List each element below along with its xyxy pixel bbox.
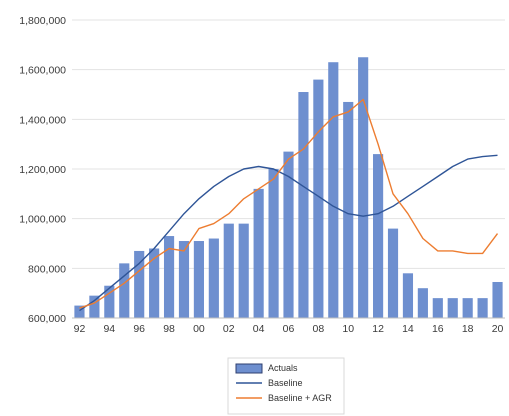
legend-label: Baseline + AGR [268, 393, 332, 403]
x-tick-label: 00 [193, 323, 205, 335]
x-tick-label: 04 [253, 323, 265, 335]
x-tick-label: 14 [402, 323, 414, 335]
bar [328, 62, 339, 318]
bar [283, 151, 294, 318]
x-tick-label: 20 [492, 323, 504, 335]
bar-series-actuals [74, 57, 503, 319]
line-series-path [79, 154, 498, 312]
bar [163, 236, 175, 318]
legend-label: Actuals [268, 363, 298, 373]
x-tick-label: 96 [133, 323, 145, 335]
bar [89, 295, 100, 318]
x-tick-label: 02 [223, 323, 235, 335]
y-tick-label: 800,000 [28, 263, 66, 275]
x-tick-label: 06 [283, 323, 295, 335]
bar [178, 241, 190, 318]
x-tick-label: 08 [313, 323, 325, 335]
bar [208, 238, 219, 318]
bar [74, 305, 85, 318]
bar [417, 288, 428, 318]
y-tick-label: 1,000,000 [19, 214, 66, 226]
x-tick-label: 16 [432, 323, 444, 335]
bar [492, 281, 503, 318]
bar [447, 298, 458, 318]
bar [402, 273, 414, 318]
bar [358, 57, 369, 318]
bar [134, 250, 145, 318]
bar [253, 188, 264, 318]
y-tick-label: 1,400,000 [19, 114, 66, 126]
bar [149, 248, 160, 318]
bar [462, 298, 473, 318]
bar [373, 154, 384, 318]
legend-label: Baseline [268, 378, 303, 388]
bar [104, 285, 115, 318]
bar [313, 79, 324, 318]
bar [298, 92, 309, 319]
bar [268, 169, 279, 318]
bar [238, 223, 249, 318]
bar [119, 263, 130, 318]
line-series [79, 98, 499, 312]
y-axis-tick-labels: 600,000 800,000 1,000,000 1,200,000 1,400,00… [19, 15, 66, 325]
y-tick-label: 1,200,000 [19, 164, 66, 176]
bar [477, 298, 488, 318]
legend-swatch-bar [235, 363, 263, 374]
bar [387, 228, 399, 318]
legend: Actuals Baseline Baseline + AGR [227, 357, 345, 415]
x-tick-label: 12 [372, 323, 384, 335]
y-tick-label: 1,600,000 [19, 65, 66, 77]
y-tick-label: 600,000 [28, 313, 66, 325]
bar [193, 241, 204, 318]
bar [432, 298, 443, 318]
x-axis-tick-labels: 92 94 96 98 00 02 04 06 08 10 12 14 16 18 20 [74, 323, 504, 335]
x-tick-label: 98 [163, 323, 175, 335]
x-tick-label: 92 [74, 323, 86, 335]
x-tick-label: 18 [462, 323, 474, 335]
line-series-path [79, 98, 499, 309]
bar [343, 101, 354, 318]
y-tick-label: 1,800,000 [19, 15, 66, 27]
x-tick-label: 10 [342, 323, 354, 335]
bar [223, 223, 234, 318]
x-tick-label: 94 [103, 323, 115, 335]
